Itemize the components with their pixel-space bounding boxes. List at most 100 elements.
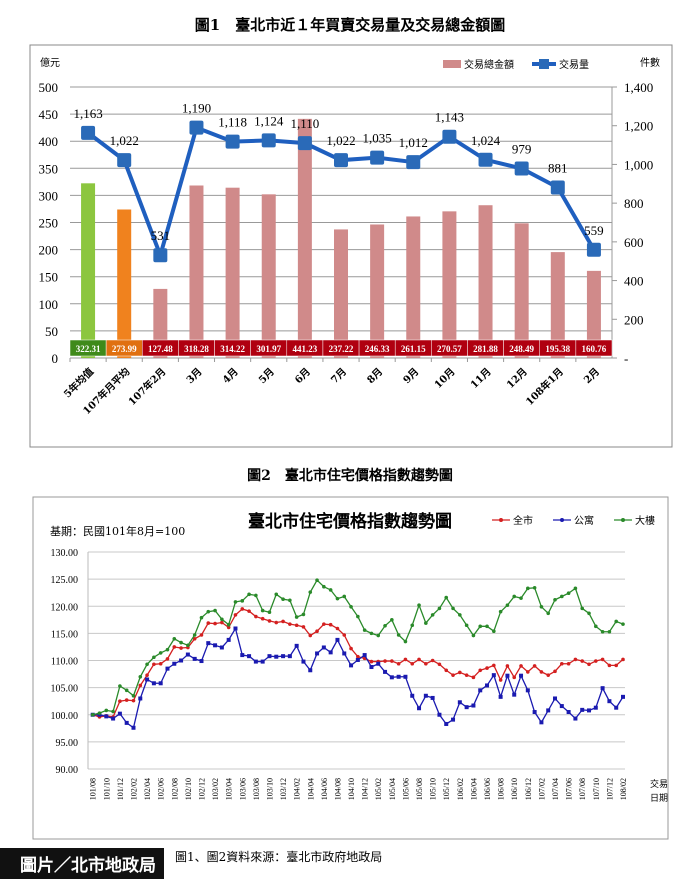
x-tick-label: 108/02 (619, 778, 628, 800)
data-point (165, 666, 170, 671)
data-point (566, 661, 571, 666)
data-point (498, 678, 503, 682)
data-point (220, 620, 224, 625)
volume-label: 531 (151, 228, 171, 243)
data-point (546, 611, 551, 616)
data-point (213, 608, 217, 613)
data-point (226, 625, 231, 630)
data-point (614, 619, 619, 624)
data-point (206, 609, 211, 614)
bar-value-label: 237.22 (329, 344, 354, 354)
data-point (532, 710, 537, 715)
volume-marker (153, 248, 168, 263)
data-point (233, 626, 238, 631)
chart2-title: 臺北市住宅價格指數趨勢圖 (248, 511, 452, 532)
bar (586, 270, 601, 358)
data-point (321, 645, 326, 650)
data-point (430, 658, 435, 663)
data-point (390, 618, 394, 622)
volume-label: 1,012 (399, 135, 428, 150)
data-point (104, 708, 109, 713)
data-point (288, 598, 292, 603)
volume-label: 1,110 (290, 116, 319, 131)
data-point (172, 661, 177, 666)
x-tick-label: 103/06 (238, 778, 247, 800)
x-tick-label: 103/04 (225, 778, 234, 800)
data-point (485, 666, 489, 670)
x-tick-label: 102/02 (129, 778, 138, 800)
data-point (233, 600, 238, 604)
data-point (172, 637, 177, 641)
data-point (145, 677, 150, 682)
data-point (512, 692, 517, 697)
x-tick-label: 107/04 (551, 778, 560, 800)
data-point (294, 615, 299, 619)
legend-label: 公寓 (574, 514, 594, 527)
volume-marker (514, 161, 529, 176)
y-tick-label: 115.00 (51, 629, 78, 640)
data-point (423, 693, 428, 698)
data-point (267, 610, 272, 615)
volume-label: 1,035 (363, 131, 392, 146)
data-point (383, 669, 388, 674)
data-point (328, 650, 333, 655)
data-point (369, 659, 374, 664)
data-point (322, 584, 326, 589)
data-point (199, 633, 204, 637)
legend-line-marker (539, 59, 549, 69)
data-point (464, 705, 469, 710)
volume-label: 1,190 (182, 101, 211, 116)
x-tick-label: 106/02 (456, 778, 465, 800)
data-point (322, 622, 326, 626)
legend-bar-swatch (443, 60, 461, 68)
data-point (580, 659, 585, 663)
data-point (444, 595, 449, 600)
x-tick-label: 106/04 (469, 778, 478, 800)
data-point (410, 661, 415, 666)
data-point (505, 673, 510, 678)
data-point (281, 619, 285, 624)
x-tick-label: 107/02 (537, 778, 546, 800)
x-tick-label: 105/12 (442, 778, 451, 800)
legend-bar-label: 交易總金額 (464, 58, 514, 71)
bar (370, 224, 385, 358)
data-point (464, 623, 469, 628)
data-point (301, 625, 306, 629)
data-point (179, 640, 183, 645)
data-point (526, 670, 530, 674)
data-point (437, 606, 442, 611)
data-point (294, 643, 299, 648)
data-point (573, 586, 578, 591)
data-point (328, 588, 333, 592)
data-point (124, 698, 129, 702)
source-note: 圖1、圖2資料來源：臺北市政府地政局 (175, 849, 382, 864)
x-tick-label: 107/12 (605, 778, 614, 800)
data-point (498, 694, 503, 699)
data-point (335, 596, 340, 601)
data-point (267, 619, 272, 623)
data-point (424, 621, 428, 625)
data-point (621, 622, 625, 626)
x-tick-label: 106/06 (483, 778, 492, 800)
data-point (491, 673, 496, 678)
bar (334, 229, 348, 358)
data-point (294, 623, 299, 628)
bar-value-label: 246.33 (365, 344, 390, 354)
data-point (226, 622, 231, 627)
data-point (247, 592, 251, 597)
data-point (138, 683, 143, 688)
data-point (539, 720, 544, 725)
bar-value-label: 248.49 (509, 344, 534, 354)
x-tick-label: 102/04 (143, 778, 152, 800)
x-tick-label: 104/12 (361, 778, 370, 800)
x-tick-label: 102/12 (197, 778, 206, 800)
bar (261, 194, 276, 358)
data-point (301, 612, 306, 617)
x-tick-label: 103/02 (211, 778, 220, 800)
data-point (539, 604, 544, 609)
data-point (179, 646, 183, 650)
data-point (600, 686, 605, 691)
volume-label: 1,022 (110, 133, 139, 148)
data-point (342, 651, 347, 656)
data-point (206, 621, 211, 625)
